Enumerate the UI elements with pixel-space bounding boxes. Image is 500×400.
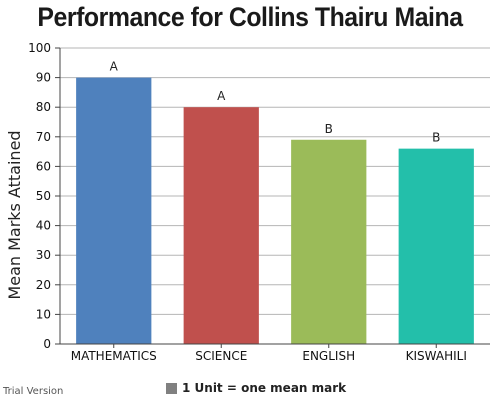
x-tick-label: MATHEMATICS xyxy=(71,349,157,363)
bars: A A B B xyxy=(76,60,474,344)
y-tick-label: 60 xyxy=(36,159,51,173)
data-label: B xyxy=(325,122,333,136)
bar-english xyxy=(291,139,367,344)
y-tick-label: 30 xyxy=(36,248,51,262)
data-label: B xyxy=(432,131,440,145)
y-tick-label: 50 xyxy=(36,189,51,203)
y-tick-label: 70 xyxy=(36,130,51,144)
y-tick-label: 80 xyxy=(36,100,51,114)
legend-swatch xyxy=(166,382,177,394)
watermark: Trial Version xyxy=(3,386,64,397)
bar-kiswahili xyxy=(398,148,474,344)
bar-science xyxy=(183,107,259,344)
x-tick-label: ENGLISH xyxy=(302,349,355,363)
y-tick-label: 0 xyxy=(43,337,51,351)
y-tick-label: 100 xyxy=(28,41,51,55)
y-tick-label: 90 xyxy=(36,71,51,85)
data-label: A xyxy=(110,60,119,74)
data-label: A xyxy=(217,89,226,103)
x-tick-label: KISWAHILI xyxy=(406,349,467,363)
axes: 0 10 20 30 40 50 60 70 80 90 100 MATHEMATICS SCIENCE… xyxy=(28,41,490,363)
chart-title: Performance for Collins Thairu Maina xyxy=(37,2,463,32)
y-tick-label: 40 xyxy=(36,219,51,233)
y-tick-label: 10 xyxy=(36,307,51,321)
legend-label: 1 Unit = one mean mark xyxy=(182,381,347,395)
y-axis-label: Mean Marks Attained xyxy=(5,130,24,299)
legend: 1 Unit = one mean mark xyxy=(166,381,346,395)
bar-mathematics xyxy=(76,77,152,344)
x-tick-label: SCIENCE xyxy=(195,349,247,363)
y-tick-label: 20 xyxy=(36,278,51,292)
